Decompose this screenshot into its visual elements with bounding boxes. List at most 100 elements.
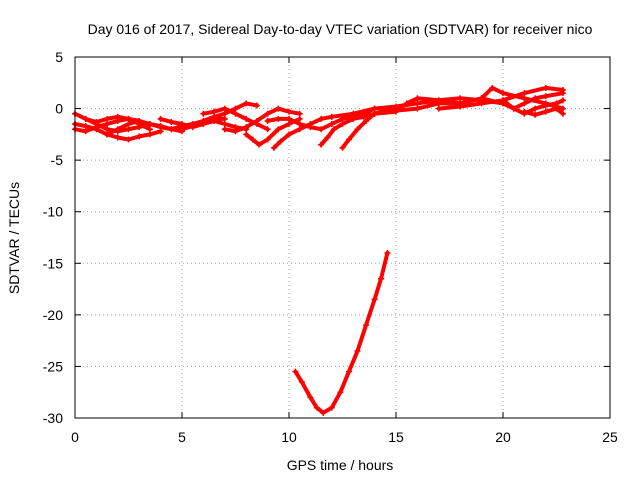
data-point	[363, 322, 370, 329]
plot-frame	[74, 56, 611, 419]
data-point	[296, 126, 303, 133]
data-point	[243, 131, 250, 138]
series-arc-9	[221, 105, 303, 135]
x-tick-label: 15	[388, 429, 404, 445]
data-point	[249, 136, 256, 143]
data-point	[296, 115, 303, 122]
data-point	[542, 108, 549, 115]
series-arc-20	[500, 97, 566, 117]
data-point	[435, 100, 442, 107]
data-point	[553, 100, 560, 107]
data-point	[371, 110, 378, 117]
data-point	[275, 105, 282, 112]
series-arc-4	[82, 113, 153, 133]
data-point	[146, 131, 153, 138]
data-point	[384, 249, 391, 256]
data-point	[378, 275, 385, 282]
data-point	[232, 105, 239, 112]
data-point	[542, 102, 549, 109]
data-point	[125, 126, 132, 133]
data-point	[350, 110, 357, 117]
y-tick-label: -15	[43, 255, 63, 271]
data-point	[559, 105, 566, 112]
data-point	[371, 296, 378, 303]
data-point	[275, 126, 282, 133]
data-point	[553, 105, 560, 112]
data-point	[82, 123, 89, 130]
data-point	[275, 115, 282, 122]
data-point	[532, 111, 539, 118]
chart-title: Day 016 of 2017, Sidereal Day-to-day VTE…	[88, 21, 593, 37]
data-point	[136, 133, 143, 140]
y-tick-label: 0	[55, 101, 63, 117]
data-point	[350, 115, 357, 122]
data-point	[318, 126, 325, 133]
data-point	[82, 128, 89, 135]
series-trace	[180, 101, 259, 132]
data-point	[510, 105, 517, 112]
data-point	[328, 113, 335, 120]
data-point	[313, 404, 320, 411]
y-tick-label: -25	[43, 358, 63, 374]
data-point	[104, 121, 111, 128]
data-point	[414, 95, 421, 102]
data-point	[232, 128, 239, 135]
data-point	[478, 100, 485, 107]
data-point	[328, 121, 335, 128]
y-tick-label: -10	[43, 204, 63, 220]
data-point	[500, 90, 506, 97]
data-point	[500, 97, 506, 104]
data-point	[146, 121, 153, 128]
data-point	[286, 115, 292, 122]
y-tick-label: -20	[43, 307, 63, 323]
data-point	[393, 107, 399, 114]
data-point	[307, 124, 314, 131]
data-point	[521, 95, 528, 102]
data-point	[200, 117, 207, 124]
data-point	[354, 347, 361, 354]
data-point	[296, 121, 303, 128]
data-point	[221, 121, 228, 128]
y-tick-label: -5	[51, 152, 64, 168]
data-point	[298, 378, 305, 385]
data-point	[211, 108, 218, 115]
x-tick-label: 0	[71, 429, 79, 445]
data-point	[296, 110, 303, 117]
data-point	[114, 113, 121, 120]
series-arc-2	[72, 121, 164, 143]
data-point	[168, 118, 175, 125]
data-point	[320, 409, 327, 416]
series-trace	[293, 251, 390, 415]
data-point	[542, 93, 549, 100]
data-point	[136, 117, 143, 124]
data-point	[93, 118, 100, 125]
data-point	[168, 126, 175, 133]
data-point	[457, 95, 464, 102]
y-tick-label: -30	[43, 410, 63, 426]
data-point	[125, 121, 132, 128]
data-point	[125, 115, 132, 122]
data-point	[243, 115, 250, 122]
series-arc-13	[318, 110, 378, 148]
y-tick-label: 5	[55, 49, 63, 65]
data-point	[157, 124, 164, 131]
data-point	[542, 84, 549, 91]
data-point	[489, 84, 496, 91]
data-point	[243, 100, 250, 107]
data-point	[478, 95, 485, 102]
data-point	[360, 113, 367, 120]
series-dip-arc	[292, 249, 391, 416]
x-tick-label: 25	[602, 429, 618, 445]
data-point	[559, 97, 566, 104]
data-point	[286, 131, 292, 138]
series-arc-10	[243, 115, 303, 148]
data-point	[354, 126, 361, 133]
data-point	[286, 121, 292, 128]
data-point	[125, 136, 132, 143]
data-point	[221, 110, 228, 117]
data-point	[179, 126, 185, 133]
data-point	[264, 110, 271, 117]
data-point	[221, 126, 228, 133]
x-tick-label: 5	[178, 429, 186, 445]
data-point	[243, 124, 250, 131]
